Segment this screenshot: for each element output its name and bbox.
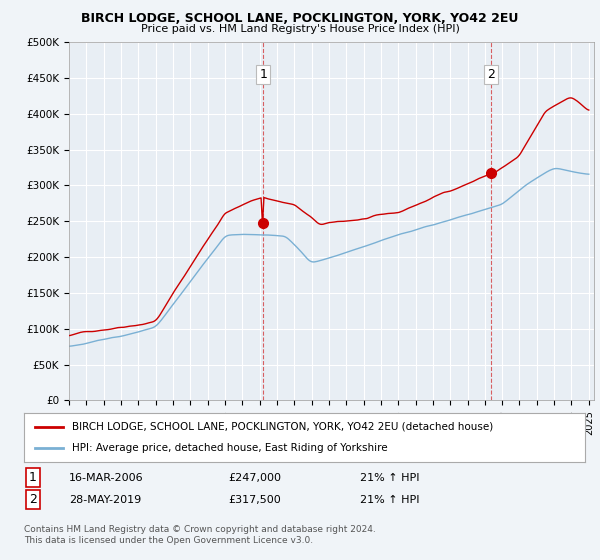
Text: 21% ↑ HPI: 21% ↑ HPI xyxy=(360,473,419,483)
Text: HPI: Average price, detached house, East Riding of Yorkshire: HPI: Average price, detached house, East… xyxy=(71,443,388,453)
Text: 2: 2 xyxy=(487,68,495,81)
Text: £247,000: £247,000 xyxy=(228,473,281,483)
Text: BIRCH LODGE, SCHOOL LANE, POCKLINGTON, YORK, YO42 2EU: BIRCH LODGE, SCHOOL LANE, POCKLINGTON, Y… xyxy=(82,12,518,25)
Text: 1: 1 xyxy=(29,471,37,484)
Text: This data is licensed under the Open Government Licence v3.0.: This data is licensed under the Open Gov… xyxy=(24,536,313,545)
Text: 1: 1 xyxy=(259,68,267,81)
Text: BIRCH LODGE, SCHOOL LANE, POCKLINGTON, YORK, YO42 2EU (detached house): BIRCH LODGE, SCHOOL LANE, POCKLINGTON, Y… xyxy=(71,422,493,432)
Text: 2: 2 xyxy=(29,493,37,506)
Text: Contains HM Land Registry data © Crown copyright and database right 2024.: Contains HM Land Registry data © Crown c… xyxy=(24,525,376,534)
Text: 28-MAY-2019: 28-MAY-2019 xyxy=(69,494,141,505)
Text: Price paid vs. HM Land Registry's House Price Index (HPI): Price paid vs. HM Land Registry's House … xyxy=(140,24,460,34)
Text: 21% ↑ HPI: 21% ↑ HPI xyxy=(360,494,419,505)
Text: £317,500: £317,500 xyxy=(228,494,281,505)
Text: 16-MAR-2006: 16-MAR-2006 xyxy=(69,473,143,483)
